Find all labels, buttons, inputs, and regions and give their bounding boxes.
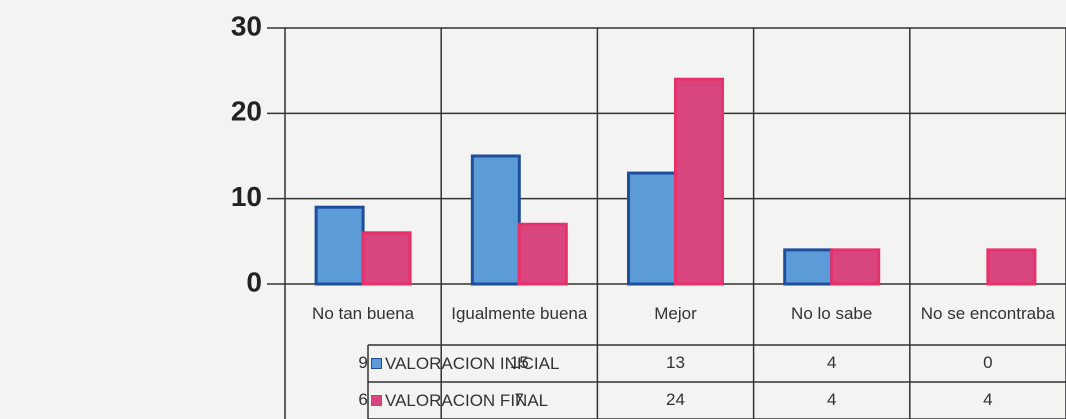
y-tick-label: 0 <box>246 266 262 297</box>
bar <box>517 222 568 286</box>
legend-label: VALORACION FINAL <box>385 390 549 410</box>
bar <box>361 231 412 286</box>
legend-item: VALORACION INICIAL <box>371 345 559 382</box>
legend-swatch <box>371 395 382 406</box>
table-value: 4 <box>826 390 837 410</box>
x-tick-label: Igualmente buena <box>451 304 588 324</box>
table-value: 13 <box>666 353 685 373</box>
x-tick-label: No tan buena <box>312 304 415 324</box>
bar <box>627 171 677 286</box>
table-value: 0 <box>983 353 993 373</box>
table-value: 7 <box>514 390 525 410</box>
table-value: 9 <box>358 353 368 373</box>
y-tick-label: 30 <box>231 10 262 41</box>
legend-item: VALORACION FINAL <box>371 382 548 419</box>
y-tick-label: 20 <box>231 96 262 127</box>
bar <box>674 77 724 286</box>
bar <box>470 154 521 286</box>
x-tick-label: No lo sabe <box>791 304 873 324</box>
table-value: 15 <box>509 353 529 373</box>
legend-swatch <box>371 358 382 369</box>
table-value: 24 <box>666 390 685 410</box>
bar <box>314 205 365 286</box>
table-value: 6 <box>358 390 368 410</box>
bar <box>783 248 834 286</box>
bar <box>986 248 1037 286</box>
x-tick-label: No se encontraba <box>920 304 1055 324</box>
table-value: 4 <box>983 390 993 410</box>
legend-label: VALORACION INICIAL <box>385 353 560 373</box>
table-value: 4 <box>826 353 837 373</box>
x-tick-label: Mejor <box>654 304 697 324</box>
y-tick-label: 10 <box>231 181 262 212</box>
bar <box>830 248 881 286</box>
